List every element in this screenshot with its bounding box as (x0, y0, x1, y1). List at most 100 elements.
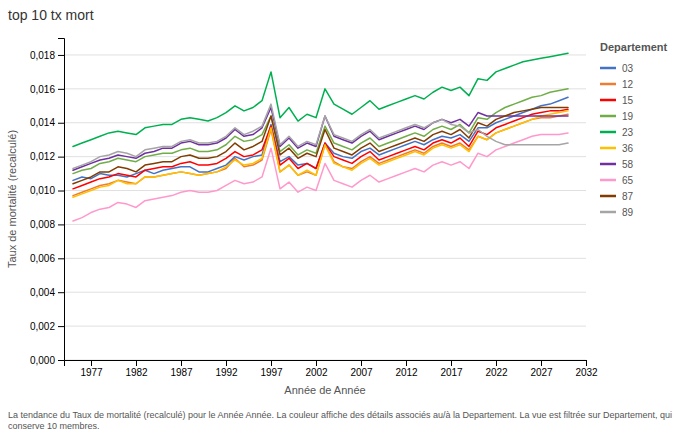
tick-label: 1982 (125, 367, 148, 378)
grid-line (64, 258, 586, 259)
axis-line (65, 361, 587, 367)
tick-label: 0,002 (30, 321, 55, 332)
legend-item: 65 (600, 175, 634, 186)
x-tick: 1997 (260, 360, 283, 378)
tick-label: 2002 (305, 367, 328, 378)
tick-mark (586, 360, 587, 366)
legend-item: 87 (600, 191, 634, 202)
grid-line (64, 54, 586, 55)
grid-line (64, 326, 586, 327)
legend-item: 36 (600, 143, 634, 154)
tick-label: 0,014 (30, 117, 55, 128)
legend-label: 12 (622, 79, 634, 90)
tick-label: 2027 (530, 367, 553, 378)
legend-swatch (600, 67, 616, 70)
legend-label: 89 (622, 207, 634, 218)
tick-mark (58, 360, 64, 361)
legend-swatch (600, 147, 616, 150)
x-tick: 1987 (170, 360, 193, 378)
x-tick: 2022 (485, 360, 508, 378)
legend-swatch (600, 163, 616, 166)
tick-mark (316, 360, 317, 366)
legend-item: 89 (600, 207, 634, 218)
caption-line: conserve 10 membres. (8, 421, 100, 431)
tick-label: 0,016 (30, 84, 55, 95)
tick-label: 0,012 (30, 151, 55, 162)
tick-mark (361, 360, 362, 366)
y-tick: 0,016 (30, 84, 64, 95)
plot-area: 1977 1982 1987 1992 1997 2002 2007 2012 2017 2022… (30, 39, 598, 379)
tick-label: 1977 (80, 367, 103, 378)
tick-mark (58, 89, 64, 90)
y-tick: 0,006 (30, 253, 64, 264)
legend-label: 19 (622, 111, 634, 122)
tick-label: 2012 (395, 367, 418, 378)
grid-line (64, 156, 586, 157)
x-tick: 2002 (305, 360, 328, 378)
legend-swatch (600, 99, 616, 102)
x-tick: 2027 (530, 360, 553, 378)
legend-label: 23 (622, 127, 634, 138)
tick-mark (58, 157, 64, 158)
axis-line (58, 39, 65, 361)
tick-label: 0,006 (30, 253, 55, 264)
tick-label: 0,004 (30, 287, 55, 298)
series-line (73, 133, 568, 221)
legend-label: 65 (622, 175, 634, 186)
y-tick: 0,008 (30, 219, 64, 230)
tick-mark (58, 326, 64, 327)
y-tick: 0,010 (30, 185, 64, 196)
grid-line (64, 190, 586, 191)
legend-label: 87 (622, 191, 634, 202)
tick-label: 1997 (260, 367, 283, 378)
legend-swatch (600, 115, 616, 118)
y-axis: 0,000 0,002 0,004 0,006 0,008 0,010 0,012 0,014… (30, 39, 65, 366)
legend-label: 36 (622, 143, 634, 154)
legend: Departement03121519233658658789 (600, 41, 668, 218)
x-tick: 2032 (575, 360, 598, 378)
legend-item: 23 (600, 127, 634, 138)
tick-mark (496, 360, 497, 366)
chart: 1977198219871992199720022007201220172022… (0, 0, 691, 444)
legend-swatch (600, 179, 616, 182)
x-tick: 1977 (80, 360, 103, 378)
legend-swatch (600, 131, 616, 134)
tick-mark (58, 55, 64, 56)
tick-mark (406, 360, 407, 366)
series-line (73, 104, 568, 168)
x-tick: 1992 (215, 360, 238, 378)
x-axis-title: Année de Année (284, 384, 365, 396)
series-line (73, 111, 568, 197)
legend-label: 58 (622, 159, 634, 170)
tick-label: 2017 (440, 367, 463, 378)
series-line (73, 107, 568, 183)
y-tick: 0,018 (30, 50, 64, 61)
legend-swatch (600, 211, 616, 214)
tick-mark (226, 360, 227, 366)
tick-label: 0,018 (30, 50, 55, 61)
tick-mark (136, 360, 137, 366)
y-tick: 0,004 (30, 287, 64, 298)
x-axis: 1977 1982 1987 1992 1997 2002 2007 2012 2017 2022… (65, 360, 599, 378)
title: top 10 tx mort (8, 7, 94, 23)
tick-label: 2032 (575, 367, 598, 378)
x-tick: 2007 (350, 360, 373, 378)
y-tick: 0,000 (30, 355, 64, 366)
lines (73, 53, 568, 221)
tick-label: 0,000 (30, 355, 55, 366)
y-tick: 0,012 (30, 151, 64, 162)
y-tick: 0,002 (30, 321, 64, 332)
tick-mark (91, 360, 92, 366)
tick-mark (181, 360, 182, 366)
caption-line: La tendance du Taux de mortalité (recalc… (8, 410, 672, 420)
tick-mark (541, 360, 542, 366)
caption: La tendance du Taux de mortalité (recalc… (8, 410, 672, 431)
y-tick: 0,014 (30, 117, 64, 128)
tick-mark (58, 292, 64, 293)
legend-item: 19 (600, 111, 634, 122)
tick-label: 1992 (215, 367, 238, 378)
tick-label: 0,008 (30, 219, 55, 230)
legend-label: 15 (622, 95, 634, 106)
series-line (73, 107, 568, 170)
tick-label: 2022 (485, 367, 508, 378)
